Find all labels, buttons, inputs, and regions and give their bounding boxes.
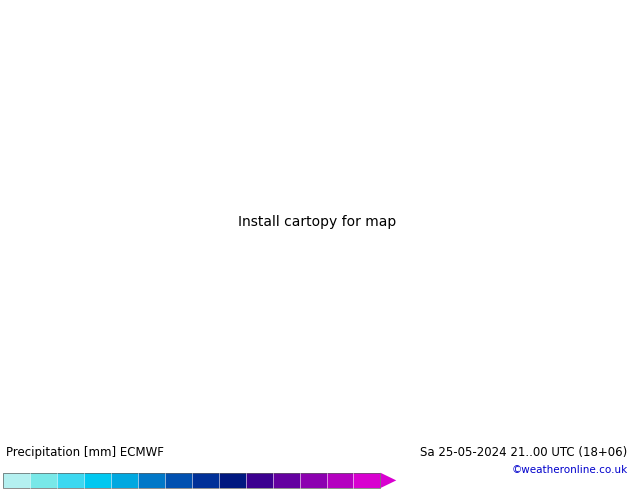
Bar [191, 473, 219, 488]
Bar [165, 473, 191, 488]
Text: Sa 25-05-2024 21..00 UTC (18+06): Sa 25-05-2024 21..00 UTC (18+06) [420, 446, 628, 459]
Bar [30, 473, 57, 488]
Bar [84, 473, 111, 488]
Bar [354, 473, 380, 488]
Bar [138, 473, 165, 488]
Text: Install cartopy for map: Install cartopy for map [238, 215, 396, 229]
Bar [299, 473, 327, 488]
Text: Precipitation [mm] ECMWF: Precipitation [mm] ECMWF [6, 446, 164, 459]
Bar [111, 473, 138, 488]
Bar [219, 473, 245, 488]
Polygon shape [380, 473, 396, 488]
Bar [273, 473, 299, 488]
Bar [3, 473, 30, 488]
Bar [245, 473, 273, 488]
Bar [3, 473, 380, 488]
Bar [327, 473, 354, 488]
Text: ©weatheronline.co.uk: ©weatheronline.co.uk [512, 465, 628, 475]
Bar [57, 473, 84, 488]
